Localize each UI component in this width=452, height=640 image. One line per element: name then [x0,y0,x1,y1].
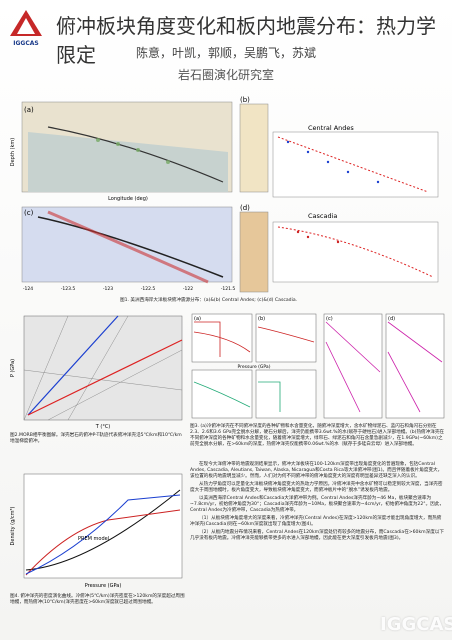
figure2-caption: 图2.MORB相平衡图解。洋壳岩石的俯冲P-T轨迹代表俯冲洋壳沿5℃/km和10… [10,433,182,444]
axis-label: Depth (km) [10,138,16,167]
figure1-caption: 图1. 美洲西海岸大洋板块俯冲震源分布：(a)&(b) Central Ande… [120,298,298,303]
paragraph: （1）从板块俯冲角度增大的深度来看，冷俯冲洋壳(Central Andes)在深… [190,516,442,527]
x-tick-label: -123.5 [61,286,76,292]
title: 俯冲板块角度变化和板内地震分布：热力学限定 [56,14,436,67]
panel-label: (a) [194,316,201,322]
figure4-caption: 图4. 俯冲洋壳的密度演化曲线。冷俯冲(5℃/km)洋壳密度在>120km的深度… [10,594,185,605]
figure3-caption: 图3. (a)冷俯冲洋壳在不同俯冲深度的各种矿物和水含量变化，随俯冲深度增大，含… [190,424,445,447]
x-tick-label: -124 [23,286,33,292]
panel-label: (d) [240,204,250,212]
axis-label: Pressure (GPa) [238,364,271,370]
paragraph: 在现今大洋俯冲带的地震观测结果显示，俯冲大洋板块在100-120km深度带出现角… [190,462,443,479]
axis-label: T (°C) [95,424,111,430]
curve-label: PREM model [78,536,109,542]
x-tick-label: -122.5 [141,286,156,292]
axis-label: Pressure (GPa) [85,583,122,589]
logo-text: IGGCAS [13,40,38,47]
panel-title: Cascadia [308,212,337,220]
figure2: P (GPa) T (°C) [10,315,183,430]
panel-label: (c) [326,316,333,322]
axis-label: P (GPa) [10,359,16,377]
figure4: PREM model Density (g/cm³) Pressure (GPa… [10,473,183,589]
x-tick-label: -122 [183,286,193,292]
panel-label: (b) [258,316,265,322]
figure1: Depth (km) Longitude (deg) (a) (b) Centr… [10,96,439,293]
paragraph: 从热力学角度可以定量化大洋板块俯冲角度变大的热动力学原因。冷俯冲洋壳中含水矿物可… [190,482,443,493]
authors: 陈意，叶凯，郭顺，吴鹏飞，苏斌 [135,46,316,60]
watermark: IGGCAS [380,614,452,635]
panel-label: (d) [388,316,395,322]
x-tick-label: -123 [103,286,113,292]
body-text: 在现今大洋俯冲带的地震观测结果显示，俯冲大洋板块在100-120km深度带出现角… [190,462,445,544]
axis-label: Longitude (deg) [108,196,148,202]
logo: IGGCAS [10,10,42,47]
figure3: (a) (b) (c) (d) Pressure (GPa) [191,313,445,419]
panel-label: (a) [24,106,34,114]
paragraph: 以美洲西海岸Central Andes和Cascadia大洋俯冲带为例。Cent… [190,496,444,513]
axis-label: Density (g/cm³) [10,506,16,545]
paragraph: （2）从板内地震分布情况来看，Central Andes在120km深度处仍有较… [190,530,444,541]
panel-label: (b) [240,96,250,104]
affiliation: 岩石圈演化研究室 [177,68,274,82]
panel-label: (c) [24,209,34,217]
panel-title: Central Andes [308,124,354,132]
x-tick-label: -121.5 [221,286,236,292]
